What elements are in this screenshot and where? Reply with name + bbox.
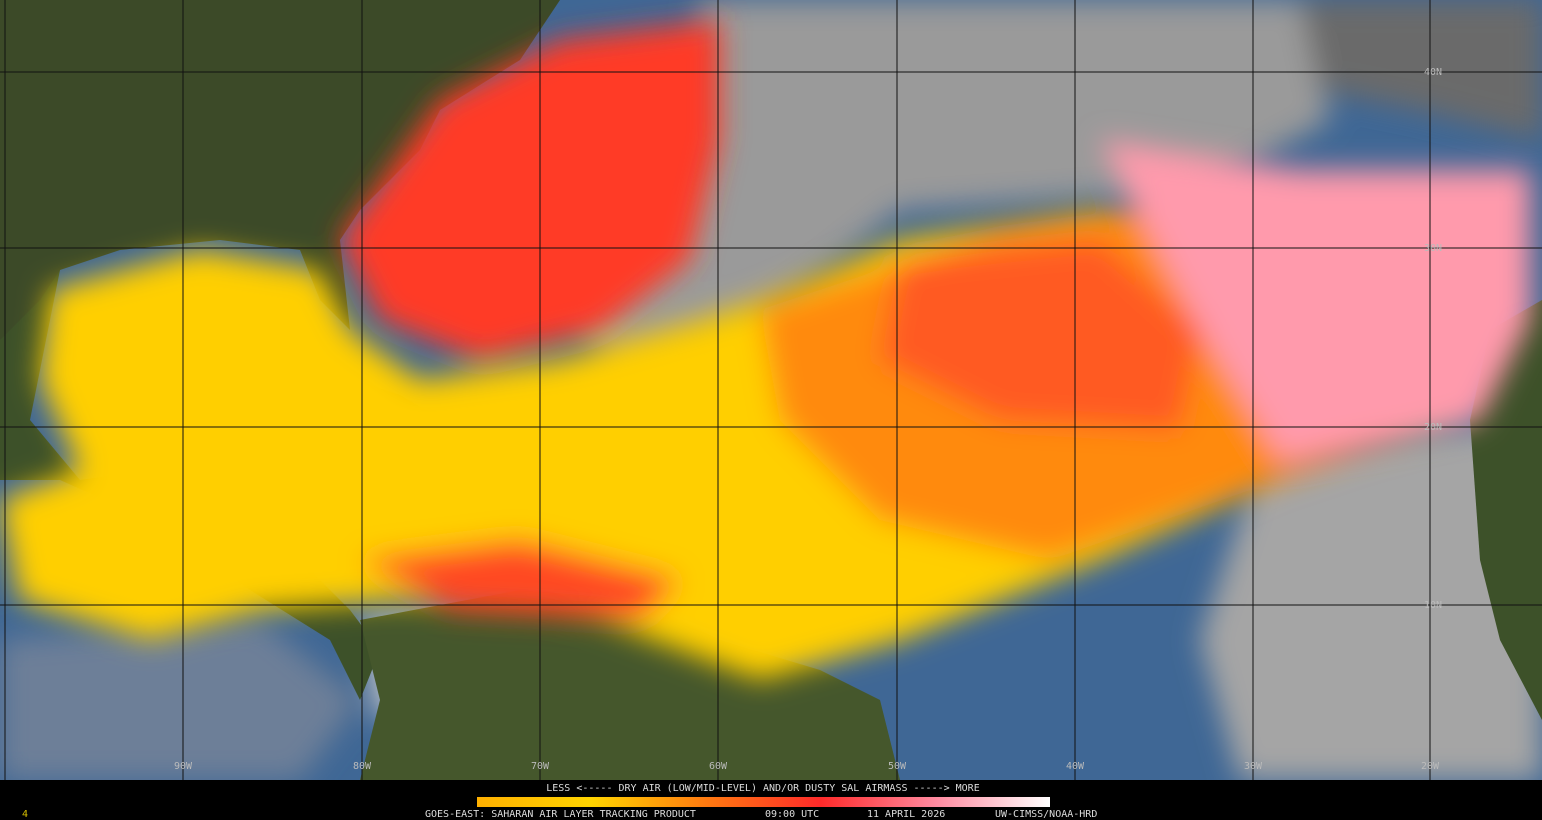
product-name: GOES-EAST: SAHARAN AIR LAYER TRACKING PR…: [425, 809, 696, 820]
color-scale: [477, 797, 1050, 807]
dust: [0, 20, 1530, 680]
longitude-label: 50W: [888, 761, 907, 772]
graticule: [0, 0, 1542, 780]
date: 11 APRIL 2026: [867, 809, 945, 820]
longitude-label: 90W: [174, 761, 193, 772]
latitude-label: 20N: [1424, 422, 1442, 433]
latitude-label: 10N: [1424, 600, 1442, 611]
longitude-label: 40W: [1066, 761, 1085, 772]
longitude-label: 60W: [709, 761, 728, 772]
longitude-label: 70W: [531, 761, 550, 772]
longitude-label: 20W: [1421, 761, 1440, 772]
longitude-label: 30W: [1244, 761, 1263, 772]
graticule-labels: 40N 30N 20N 10N 90W 80W 70W 60W 50W 40W 30W 20W: [174, 67, 1442, 772]
imagery: [0, 0, 1542, 780]
legend-text: LESS <----- DRY AIR (LOW/MID-LEVEL) AND/…: [546, 783, 979, 794]
frame-number: 4: [22, 809, 28, 820]
latitude-label: 40N: [1424, 67, 1442, 78]
credit: UW-CIMSS/NOAA-HRD: [995, 809, 1097, 820]
time: 09:00 UTC: [765, 809, 819, 820]
latitude-label: 30N: [1424, 243, 1442, 254]
longitude-label: 80W: [353, 761, 372, 772]
